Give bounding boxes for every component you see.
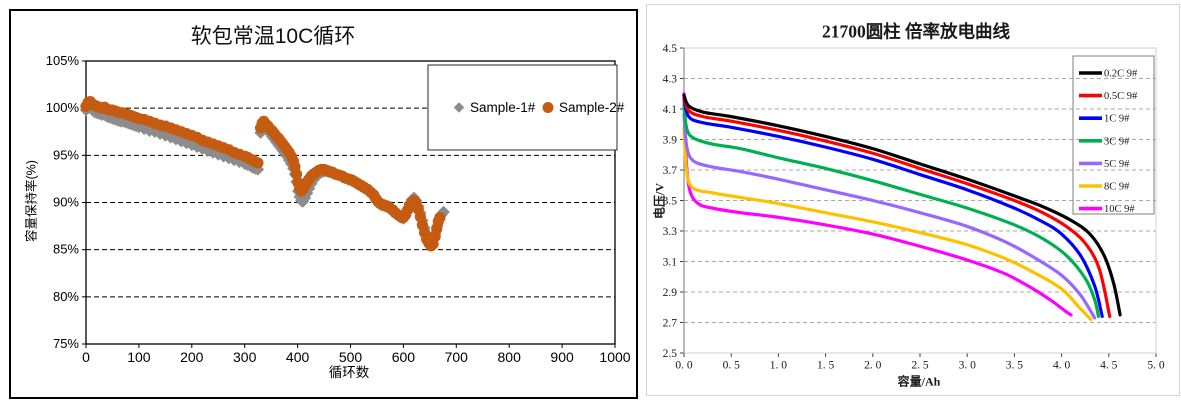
y-tick-label: 90% <box>53 195 79 210</box>
legend-diamond-marker <box>453 102 465 113</box>
y-tick-label: 100% <box>46 100 80 115</box>
cylinder-rate-chart-card: 21700圆柱 倍率放电曲线 电压/V 容量/Ah 4.5 4.3 4.1 3.9 3.… <box>646 4 1180 396</box>
x-tick-label: 500 <box>339 349 363 365</box>
pouch-cycle-chart-card: 软包常温10C循环 容量保持率(%) 循环数 105% 100% 95% 90% 85%… <box>9 9 638 399</box>
x-tick-label: 800 <box>498 349 522 365</box>
legend-label: 10C 9# <box>1104 204 1135 215</box>
x-tick-label: 1. 5 <box>817 360 835 372</box>
series-8c9 <box>682 127 1093 322</box>
x-tick-label: 5. 0 <box>1147 360 1165 372</box>
legend: Sample-1# Sample-2# <box>427 64 625 151</box>
x-tick-label: 600 <box>392 349 416 365</box>
y-tick-label: 3.9 <box>663 135 678 147</box>
y-tick-label: 3.1 <box>663 257 678 269</box>
legend-label: 0.2C 9# <box>1104 69 1138 80</box>
cycle-chart-title: 软包常温10C循环 <box>190 25 356 48</box>
y-tick-label: 4.1 <box>663 104 678 116</box>
plot-area-border <box>85 60 616 345</box>
legend-box <box>1072 55 1155 215</box>
x-tick-label: 1000 <box>599 349 630 365</box>
x-tick-label: 3. 5 <box>1006 360 1024 372</box>
legend-label: Sample-1# <box>470 100 536 115</box>
x-tick-label: 3. 0 <box>959 360 977 372</box>
x-tick-label: 900 <box>550 349 574 365</box>
rate-chart-plot-svg: 4.54.34.13.93.73.53.33.12.92.72.50. 0 0. … <box>663 43 1165 372</box>
y-axis-ticks-and-gridlines: 105% 100% 95% 90% 85% 80% 75% <box>46 53 615 351</box>
y-tick-label: 2.5 <box>663 348 678 360</box>
x-tick-label: 100 <box>127 349 151 365</box>
x-tick-label: 700 <box>445 349 469 365</box>
y-tick-label: 2.7 <box>663 318 678 330</box>
y-tick-label: 75% <box>53 336 79 351</box>
series-05c9 <box>682 95 1112 318</box>
x-tick-label: 1. 0 <box>770 360 788 372</box>
series-sample-2 <box>80 95 446 252</box>
x-tick-label: 2. 0 <box>864 360 882 372</box>
rate-chart-title: 21700圆柱 倍率放电曲线 <box>821 21 1011 42</box>
x-tick-label: 2. 5 <box>911 360 929 372</box>
y-tick-label: 3.5 <box>663 196 678 208</box>
y-tick-label: 85% <box>53 242 79 257</box>
series-02c9 <box>682 93 1122 317</box>
legend-label: Sample-2# <box>559 100 625 115</box>
legend: 0.2C 9# 0.5C 9# 1C 9# 3C 9# 5C 9# 8C 9# 10C 9# <box>1072 55 1155 215</box>
y-tick-label: 4.5 <box>663 43 678 55</box>
y-tick-label: 4.3 <box>663 74 678 86</box>
cycle-chart-x-axis-label: 循环数 <box>328 365 370 380</box>
y-tick-label: 2.9 <box>663 287 678 299</box>
x-tick-label: 300 <box>233 349 257 365</box>
cycle-chart-plot-svg: 105% 100% 95% 90% 85% 80% 75%0 100 200 300 400 500 6… <box>46 53 631 365</box>
y-tick-label: 80% <box>53 289 79 304</box>
legend-label: 0.5C 9# <box>1104 91 1138 102</box>
x-tick-label: 200 <box>180 349 204 365</box>
x-axis-ticks: 0. 0 0. 5 1. 0 1. 5 2. 0 2. 5 3. 0 3. 5 4. 0 4. 5… <box>675 353 1165 372</box>
series-1c9 <box>682 96 1104 318</box>
y-tick-label: 3.3 <box>663 226 678 238</box>
x-axis-ticks: 0 100 200 300 400 500 600 700 800 900 1000 <box>82 344 631 365</box>
x-tick-label: 4. 5 <box>1100 360 1118 372</box>
series-5c9 <box>682 113 1097 320</box>
legend-label: 5C 9# <box>1104 159 1130 170</box>
x-tick-label: 0 <box>82 349 90 365</box>
rate-chart-x-axis-label: 容量/Ah <box>897 374 941 389</box>
series-10c9 <box>682 92 1073 317</box>
x-tick-label: 400 <box>286 349 310 365</box>
y-tick-label: 3.7 <box>663 165 678 177</box>
legend-label: 1C 9# <box>1104 114 1130 125</box>
legend-label: 3C 9# <box>1104 136 1130 147</box>
x-tick-label: 4. 0 <box>1053 360 1071 372</box>
x-tick-label: 0. 5 <box>723 360 741 372</box>
legend-label: 8C 9# <box>1104 182 1130 193</box>
series-3c9 <box>682 104 1101 318</box>
y-tick-label: 95% <box>53 147 79 162</box>
legend-circle-marker <box>542 102 554 113</box>
y-tick-label: 105% <box>46 53 80 68</box>
x-tick-label: 0. 0 <box>675 360 693 372</box>
